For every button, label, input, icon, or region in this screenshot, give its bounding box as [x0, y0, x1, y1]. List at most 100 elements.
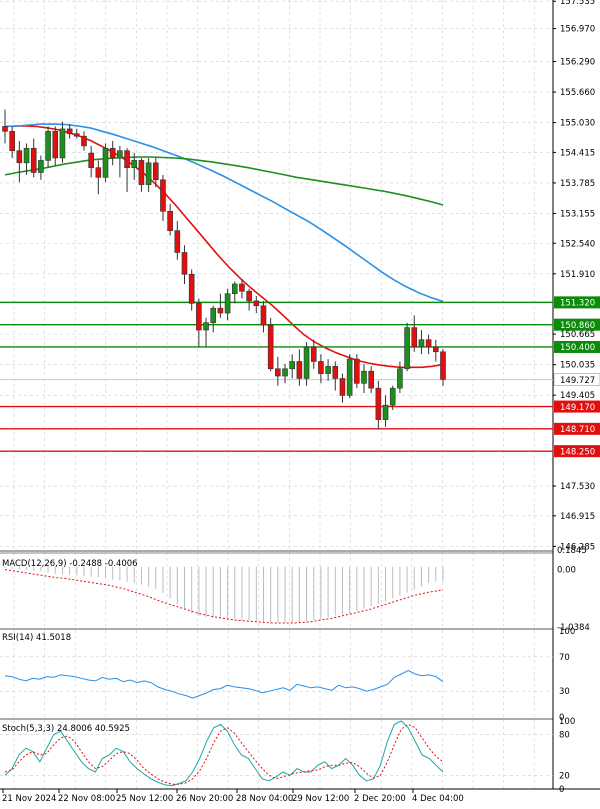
price-tick-label: 150.665: [560, 330, 595, 340]
candle-body: [210, 307, 217, 324]
level-tag: [554, 445, 600, 458]
level-tag-label: 150.400: [560, 343, 595, 353]
price-tick-label: 147.530: [560, 482, 595, 492]
candle-body: [160, 179, 166, 212]
level-tag: [554, 296, 600, 309]
level-tag: [554, 422, 600, 435]
rsi-line: [4, 670, 444, 699]
rsi-label: RSI(14) 41.5018: [2, 633, 71, 643]
candle-body: [16, 150, 23, 164]
candle-body: [188, 273, 195, 304]
time-tick-label: 2 Dec 20:00: [354, 794, 406, 804]
time-tick-label: 28 Nov 04:00: [236, 794, 293, 804]
stoch-k-line: [4, 720, 444, 787]
macd-scale-label: -1.0384: [557, 623, 590, 633]
candle-body: [95, 167, 102, 178]
rsi-scale-label: 30: [559, 687, 570, 697]
time-tick-label: 29 Nov 12:00: [292, 794, 349, 804]
candle-body: [131, 160, 138, 168]
time-tick-label: 22 Nov 08:00: [58, 794, 115, 804]
price-tick-label: 153.785: [560, 179, 595, 189]
candle-body: [354, 358, 360, 384]
time-tick-label: 4 Dec 04:00: [412, 794, 464, 804]
candle-body: [88, 152, 94, 168]
candle-body: [239, 283, 245, 292]
price-tick-label: 151.910: [560, 270, 595, 280]
candle-body: [397, 368, 403, 389]
moving-average-line: [4, 156, 444, 206]
price-tick-label: 156.290: [560, 58, 595, 68]
candle-body: [267, 324, 274, 370]
level-tag-label: 151.320: [560, 299, 595, 309]
candle-body: [411, 327, 418, 348]
candle-body: [325, 366, 331, 374]
level-tag: [554, 400, 600, 413]
stoch-d-line: [4, 723, 444, 785]
current-price-tag: [553, 373, 600, 386]
candle-body: [30, 147, 37, 173]
candle-body: [196, 303, 202, 331]
macd-label: MACD(12,26,9) -0.2488 -0.4006: [2, 559, 138, 569]
price-axis: 157.535 156.970 156.290 155.660 155.030 154.4…: [553, 0, 600, 552]
price-tick-label: 146.285: [560, 542, 595, 552]
candle-body: [296, 361, 303, 379]
level-tag-label: 148.710: [560, 425, 595, 435]
moving-averages: [4, 123, 444, 369]
stoch-scale-label: 20: [559, 771, 570, 781]
candle-body: [102, 147, 109, 178]
candle-body: [66, 128, 73, 135]
stoch-label: Stoch(5,3,3) 24.8006 40.5925: [2, 724, 130, 734]
candle-body: [74, 133, 80, 137]
candle-body: [81, 135, 87, 147]
candle-body: [303, 346, 310, 379]
candle-body: [145, 162, 152, 185]
candle-body: [282, 368, 288, 377]
candle-body: [375, 387, 382, 420]
candle-body: [432, 346, 439, 353]
candle-body: [361, 370, 367, 384]
macd-scale-label: 0.00: [557, 566, 576, 576]
time-tick-label: 26 Nov 20:00: [176, 794, 233, 804]
candle-body: [181, 252, 188, 275]
level-tag: [554, 318, 600, 331]
price-tick-label: 149.405: [560, 391, 595, 401]
time-axis: 21 Nov 2024 22 Nov 08:00 25 Nov 12:00 26 No…: [2, 789, 464, 804]
candle-body: [382, 404, 389, 420]
candle-body: [253, 300, 260, 307]
price-tick-label: 157.535: [560, 0, 595, 7]
candle-body: [440, 351, 446, 380]
candle-body: [167, 210, 173, 231]
rsi-scale-label: 70: [559, 653, 570, 663]
moving-average-line: [4, 125, 444, 369]
candle-body: [138, 160, 145, 185]
level-tag-label: 149.170: [560, 403, 595, 413]
candle-body: [404, 327, 410, 370]
level-tag: [554, 340, 600, 353]
candle-body: [310, 346, 317, 362]
stoch-scale-label: 100: [559, 717, 575, 727]
moving-average-line: [4, 123, 444, 303]
stoch-scale-label: 80: [559, 731, 570, 741]
candle-body: [174, 230, 181, 253]
time-tick-label: 25 Nov 12:00: [116, 794, 173, 804]
candle-body: [260, 305, 267, 326]
candle-body: [289, 361, 296, 370]
grid: [0, 0, 600, 790]
candle-body: [117, 150, 123, 159]
candle-body: [418, 339, 425, 348]
candle-body: [346, 358, 353, 396]
price-tick-label: 155.660: [560, 88, 595, 98]
candle-body: [217, 307, 224, 314]
candle-body: [38, 160, 44, 173]
macd-scale-label: 0.1845: [557, 546, 587, 556]
macd-signal-line: [4, 569, 444, 624]
candle-body: [203, 322, 209, 331]
candle-body: [332, 366, 339, 379]
stoch-scale-label: 0: [559, 785, 564, 795]
horizontal-levels: [0, 301, 553, 452]
candle-body: [45, 131, 51, 161]
level-tag-label: 150.860: [560, 321, 595, 331]
candle-body: [339, 378, 346, 396]
candle-body: [246, 290, 252, 302]
candles: [2, 109, 446, 430]
